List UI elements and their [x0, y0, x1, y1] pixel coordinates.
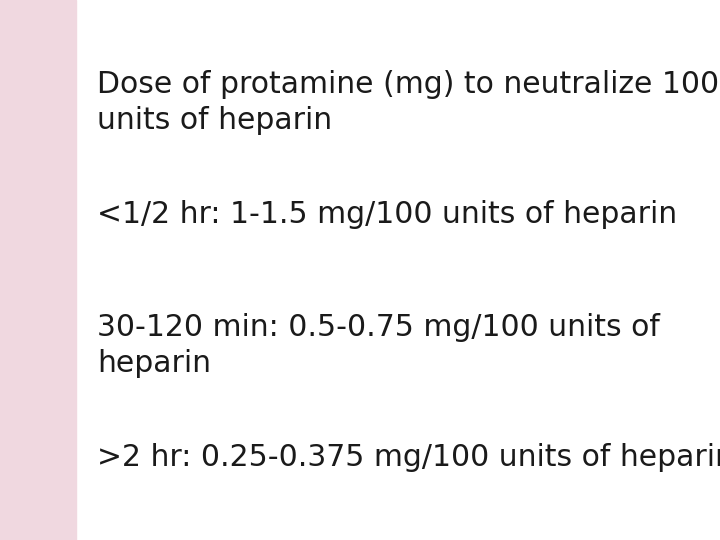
- Text: 30-120 min: 0.5-0.75 mg/100 units of
heparin: 30-120 min: 0.5-0.75 mg/100 units of hep…: [97, 313, 660, 378]
- Text: Dose of protamine (mg) to neutralize 100
units of heparin: Dose of protamine (mg) to neutralize 100…: [97, 70, 719, 135]
- Text: <1/2 hr: 1-1.5 mg/100 units of heparin: <1/2 hr: 1-1.5 mg/100 units of heparin: [97, 200, 678, 229]
- Text: >2 hr: 0.25-0.375 mg/100 units of heparin: >2 hr: 0.25-0.375 mg/100 units of hepari…: [97, 443, 720, 472]
